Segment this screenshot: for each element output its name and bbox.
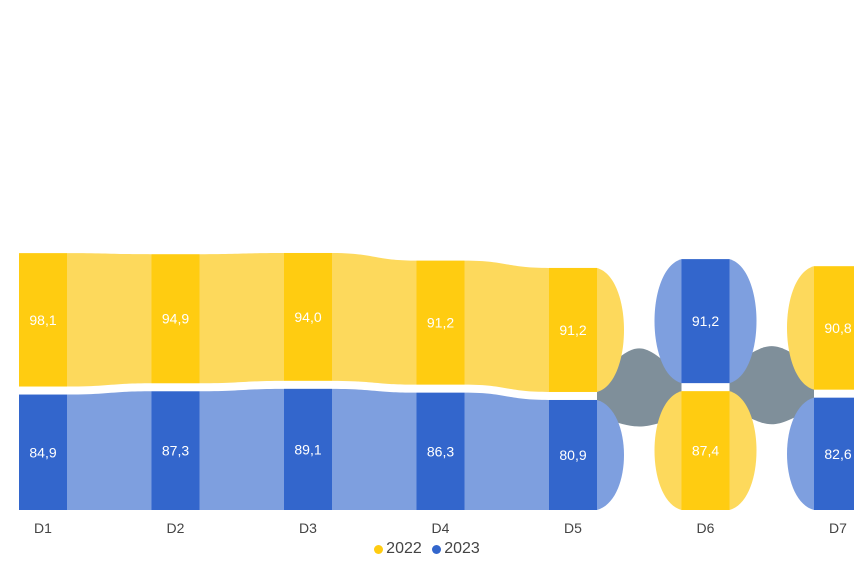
- ribbon-2023-D2-D3: [199, 388, 284, 510]
- ribbon-crossing-D6-D7: [729, 346, 814, 425]
- tick-label-D5: D5: [564, 520, 582, 536]
- data-label-2023-D2: 87,3: [162, 443, 189, 459]
- tick-label-D4: D4: [432, 520, 450, 536]
- legend-dot-2023-icon: [432, 544, 442, 554]
- bar-2023-D7: [814, 397, 854, 510]
- data-label-2023-D6: 91,2: [692, 313, 719, 329]
- legend-dot-2022-icon: [374, 544, 384, 554]
- cap-left-2023-D6: [654, 259, 682, 384]
- data-label-2022-D6: 87,4: [692, 443, 719, 459]
- ribbon-2022-D2-D3: [199, 252, 284, 384]
- bar-2022-D1: [19, 253, 67, 387]
- legend-item-2023[interactable]: 2023: [432, 540, 480, 558]
- bar-2022-D7: [814, 266, 854, 390]
- cap-right-2023-D6: [729, 259, 757, 384]
- x-axis: D1 D2 D3 D4 D5 D6 D7: [34, 520, 847, 536]
- data-label-2023-D1: 84,9: [29, 444, 56, 460]
- cap-right-2022-D5: [597, 267, 624, 392]
- bar-2022-D4: [416, 260, 465, 385]
- bar-2022-D6: [681, 391, 730, 510]
- data-label-2023-D5: 80,9: [559, 447, 586, 463]
- data-label-2022-D2: 94,9: [162, 311, 189, 327]
- cap-left-2022-D7: [787, 266, 814, 390]
- ribbons: [67, 252, 814, 510]
- tick-label-D2: D2: [167, 520, 185, 536]
- legend-item-2022[interactable]: 2022: [374, 540, 422, 558]
- bar-2023-D4: [416, 392, 465, 510]
- bar-2022-D3: [284, 252, 332, 381]
- data-label-2023-D7: 82,6: [824, 446, 851, 462]
- bar-2022-D2: [151, 254, 200, 384]
- cap-left-2023-D7: [787, 397, 814, 510]
- ribbon-2023-D4-D5: [464, 392, 549, 510]
- data-label-2023-D4: 86,3: [427, 443, 454, 459]
- bar-2023-D5: [549, 399, 597, 510]
- cap-right-2023-D5: [597, 399, 624, 510]
- legend-label-2022: 2022: [386, 540, 422, 557]
- tick-label-D6: D6: [697, 520, 715, 536]
- bar-2023-D2: [151, 391, 200, 510]
- data-label-2022-D7: 90,8: [824, 320, 851, 336]
- legend: 2022 2023: [0, 540, 854, 559]
- data-labels: 98,1 84,9 94,9 87,3 94,0 89,1 91,2 86,3 91,2 80,9…: [29, 309, 851, 463]
- tick-label-D3: D3: [299, 520, 317, 536]
- legend-label-2023: 2023: [444, 540, 480, 557]
- bar-2023-D1: [19, 394, 67, 510]
- ribbon-2022-D1-D2: [67, 253, 152, 387]
- ribbon-2022-D3-D4: [332, 252, 417, 385]
- tick-label-D7: D7: [829, 520, 847, 536]
- data-label-2023-D3: 89,1: [294, 441, 321, 457]
- ribbon-2022-D4-D5: [464, 260, 549, 392]
- bar-2023-D6: [681, 259, 730, 384]
- ribbon-2023-D1-D2: [67, 391, 152, 510]
- bar-2022-D5: [549, 267, 597, 392]
- bars: [19, 252, 854, 510]
- ribbon-crossing-D5-D6: [597, 348, 682, 427]
- cap-right-2022-D6: [729, 391, 757, 510]
- tick-label-D1: D1: [34, 520, 52, 536]
- data-label-2022-D4: 91,2: [427, 315, 454, 331]
- data-label-2022-D1: 98,1: [29, 312, 56, 328]
- cap-left-2022-D6: [654, 391, 682, 510]
- data-label-2022-D3: 94,0: [294, 309, 321, 325]
- data-label-2022-D5: 91,2: [559, 322, 586, 338]
- bar-2023-D3: [284, 388, 332, 510]
- ribbon-2023-D3-D4: [332, 388, 417, 510]
